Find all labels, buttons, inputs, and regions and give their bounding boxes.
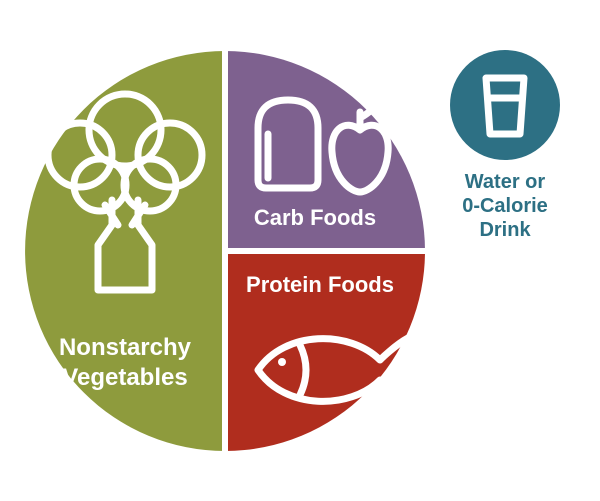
segment-nonstarchy-vegetables xyxy=(25,51,225,451)
label-protein-foods: Protein Foods xyxy=(246,272,394,297)
drink-badge xyxy=(450,50,560,160)
drink-circle xyxy=(450,50,560,160)
label-carb-foods: Carb Foods xyxy=(254,205,376,230)
label-nonstarchy-vegetables-1: Nonstarchy xyxy=(59,334,192,361)
label-drink-2: 0-Calorie xyxy=(462,195,548,217)
label-nonstarchy-vegetables-2: Vegetables xyxy=(62,364,187,391)
label-drink-3: Drink xyxy=(479,219,531,241)
label-drink-1: Water or xyxy=(465,171,546,193)
diabetes-plate-diagram: Nonstarchy Vegetables Carb Foods Protein… xyxy=(0,0,600,501)
